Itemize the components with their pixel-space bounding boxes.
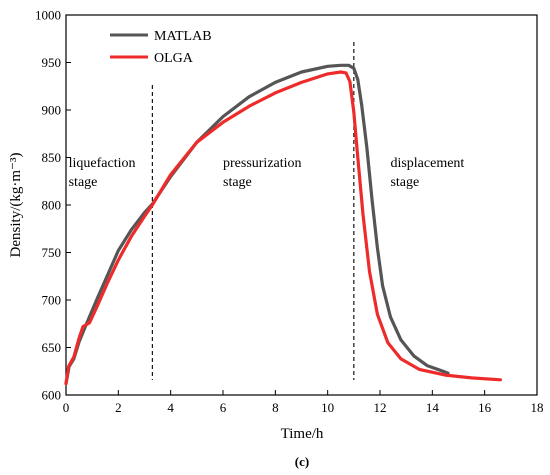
x-tick-label: 0 [63,400,70,415]
y-tick-label: 600 [42,388,62,403]
y-tick-label: 700 [42,293,62,308]
legend-label: MATLAB [154,29,212,44]
x-tick-label: 2 [115,400,122,415]
x-tick-label: 8 [272,400,279,415]
y-tick-label: 950 [42,55,62,70]
axis-ticks: 0 2 4 6 8 10 12 14 16 18 600 650 700 750 800 850 900 950 1… [35,8,544,416]
legend-label: OLGA [154,51,194,66]
series-line-olga [64,70,502,386]
y-tick-label: 850 [42,150,62,165]
y-tick-label: 650 [42,340,62,355]
x-axis-label: Time/h [281,426,324,442]
y-tick-label: 900 [42,103,62,118]
stage-annotations: liquefaction stage pressurization stage disp… [69,156,465,190]
x-tick-label: 18 [531,400,544,415]
stage-annotation: liquefaction stage [69,156,136,190]
y-tick-label: 750 [42,245,62,260]
x-tick-label: 16 [478,400,492,415]
x-tick-label: 14 [426,400,440,415]
y-tick-label: 1000 [35,8,61,23]
stage-dividers [151,42,355,380]
x-tick-label: 6 [220,400,227,415]
series-lines [64,63,502,386]
legend: MATLAB OLGA [110,29,212,66]
stage-annotation: displacement stage [390,156,464,190]
x-tick-label: 4 [167,400,174,415]
series-line-matlab [64,63,450,386]
x-tick-label: 10 [321,400,334,415]
y-axis-label: Density/(kg·m⁻³) [8,153,24,258]
x-tick-label: 12 [374,400,387,415]
panel-label: (c) [295,454,309,469]
stage-annotation: pressurization stage [223,156,302,190]
y-tick-label: 800 [42,198,62,213]
